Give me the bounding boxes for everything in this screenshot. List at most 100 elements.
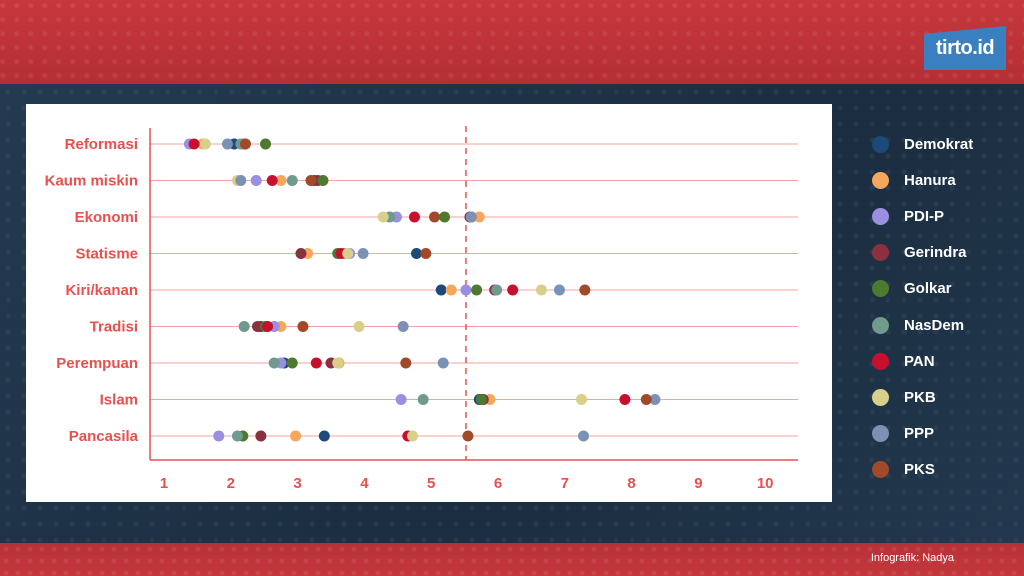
- legend-item: Golkar: [872, 271, 1012, 307]
- point-nasdem: [491, 284, 503, 296]
- point-pkb: [535, 284, 547, 296]
- legend-label: PAN: [904, 352, 935, 370]
- point-golkar: [475, 394, 487, 405]
- legend-swatch: [872, 352, 889, 370]
- point-pan: [619, 394, 631, 405]
- point-nasdem: [417, 394, 429, 405]
- legend-label: PPP: [904, 425, 935, 443]
- point-golkar: [439, 211, 451, 223]
- point-demokrat: [435, 284, 447, 296]
- point-pdi-p: [395, 394, 407, 405]
- header-band: [0, 0, 1024, 84]
- point-pks: [400, 357, 412, 369]
- legend-label: PKB: [904, 388, 936, 406]
- legend-swatch: [872, 135, 889, 153]
- category-label: Pancasila: [69, 428, 139, 445]
- legend-swatch: [872, 244, 889, 262]
- point-pks: [462, 430, 474, 442]
- x-tick-label: 7: [561, 475, 569, 492]
- point-pdi-p: [213, 430, 225, 442]
- point-pkb: [576, 394, 587, 405]
- point-nasdem: [268, 357, 280, 369]
- point-pks: [420, 248, 432, 259]
- legend-swatch: [872, 461, 889, 479]
- point-pan: [266, 175, 278, 186]
- brand-logo: tirto.id: [924, 26, 1006, 70]
- point-demokrat: [318, 430, 330, 442]
- category-label: Kiri/kanan: [65, 282, 138, 299]
- category-label: Tradisi: [90, 319, 138, 336]
- x-tick-label: 6: [494, 475, 502, 492]
- point-hanura: [275, 175, 287, 186]
- point-pan: [409, 211, 420, 223]
- legend-item: PPP: [872, 416, 1012, 452]
- legend-label: Hanura: [904, 171, 956, 189]
- point-ppp: [437, 357, 449, 369]
- category-label: Statisme: [75, 246, 138, 263]
- chart-panel: Reformasi Kaum miskin Ekonomi Statisme Kiri/…: [26, 104, 832, 502]
- dot-plot-chart: Reformasi Kaum miskin Ekonomi Statisme Kiri/…: [45, 126, 798, 492]
- point-pkb: [377, 211, 389, 223]
- point-pks: [429, 211, 441, 223]
- point-ppp: [465, 211, 477, 223]
- point-golkar: [260, 138, 272, 150]
- category-label: Ekonomi: [75, 209, 138, 226]
- legend-item: PDI-P: [872, 198, 1012, 234]
- x-tick-label: 9: [694, 475, 702, 492]
- x-tick-label: 5: [427, 475, 435, 492]
- point-pan: [262, 321, 274, 332]
- point-pan: [507, 284, 519, 296]
- legend-label: Gerindra: [904, 244, 967, 262]
- category-label: Perempuan: [56, 355, 138, 372]
- point-pks: [297, 321, 309, 332]
- point-golkar: [471, 284, 483, 296]
- point-pan: [188, 138, 200, 150]
- x-tick-label: 1: [160, 475, 168, 492]
- point-ppp: [397, 321, 409, 332]
- point-gerindra: [295, 248, 307, 259]
- point-hanura: [290, 430, 302, 442]
- legend-swatch: [872, 280, 889, 298]
- infographic-credit: Infografik: Nadya: [870, 552, 954, 564]
- point-ppp: [357, 248, 369, 259]
- footer-band: [0, 543, 1024, 576]
- point-ppp: [649, 394, 661, 405]
- point-ppp: [221, 138, 233, 150]
- legend-item: PKB: [872, 379, 1012, 415]
- point-nasdem: [231, 430, 243, 442]
- x-tick-label: 4: [360, 475, 369, 492]
- legend-swatch: [872, 171, 889, 189]
- point-pkb: [199, 138, 211, 150]
- legend-swatch: [872, 316, 889, 334]
- point-pkb: [332, 357, 344, 369]
- point-gerindra: [252, 321, 264, 332]
- point-pkb: [353, 321, 365, 332]
- legend-swatch: [872, 207, 889, 225]
- point-nasdem: [238, 321, 250, 332]
- point-hanura: [473, 211, 485, 223]
- point-pan: [310, 357, 322, 369]
- legend-label: PKS: [904, 461, 935, 479]
- legend-label: Demokrat: [904, 135, 974, 153]
- legend-swatch: [872, 388, 889, 406]
- legend-item: Demokrat: [872, 126, 1012, 162]
- point-golkar: [286, 357, 298, 369]
- point-ppp: [578, 430, 590, 442]
- x-tick-label: 3: [293, 475, 301, 492]
- point-ppp: [553, 284, 565, 296]
- point-pks: [579, 284, 591, 296]
- legend-label: Golkar: [904, 280, 952, 298]
- legend-item: NasDem: [872, 307, 1012, 343]
- legend-item: Gerindra: [872, 235, 1012, 271]
- point-nasdem: [286, 175, 298, 186]
- legend-item: Hanura: [872, 162, 1012, 198]
- point-pks: [640, 394, 652, 405]
- point-pkb: [406, 430, 418, 442]
- x-tick-label: 2: [227, 475, 235, 492]
- legend-label: NasDem: [904, 316, 965, 334]
- legend-item: PKS: [872, 452, 1012, 488]
- point-gerindra: [255, 430, 267, 442]
- point-pdi-p: [250, 175, 262, 186]
- legend-label: PDI-P: [904, 207, 945, 225]
- chart-legend: Demokrat Hanura PDI-P Gerindra Golkar NasDem P…: [872, 126, 1012, 488]
